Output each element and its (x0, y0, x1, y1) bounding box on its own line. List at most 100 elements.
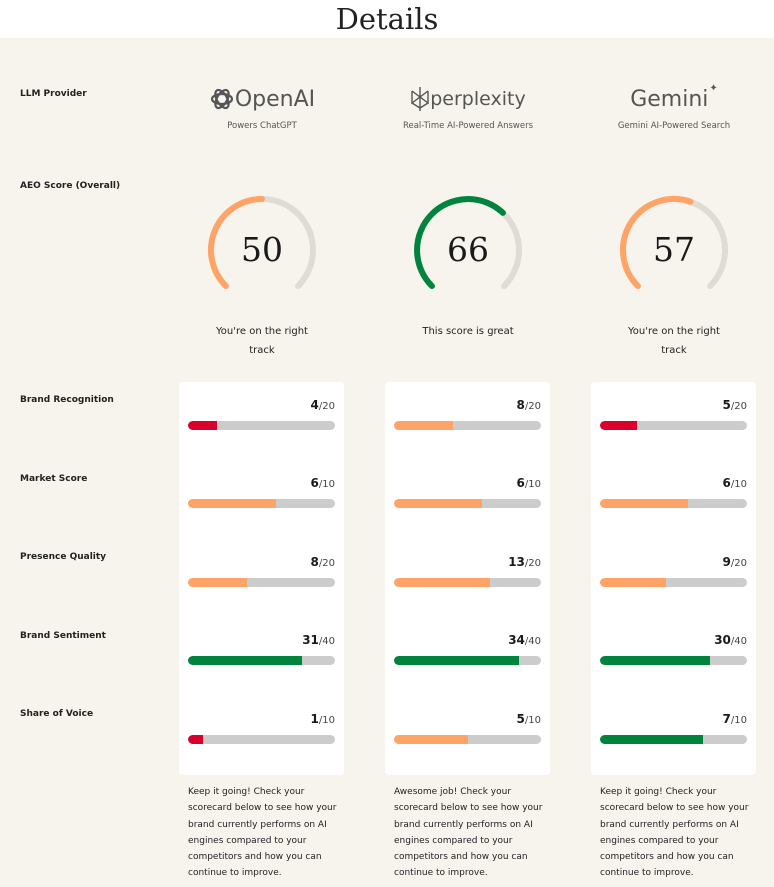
metric-value: 13 (508, 555, 525, 569)
metric-value: 5 (722, 398, 731, 412)
metric-market-score: 6/10 (188, 464, 335, 524)
openai-logo: OpenAI (179, 84, 345, 114)
label-presence-quality: Presence Quality (20, 552, 107, 562)
metric-max: /20 (730, 401, 747, 412)
progress-bar (394, 735, 541, 744)
progress-bar (600, 578, 747, 587)
progress-fill (600, 499, 689, 508)
progress-fill (394, 421, 453, 430)
metrics-card: 5/20 6/10 9/20 30/40 7/10 (591, 382, 756, 775)
progress-fill (188, 499, 277, 508)
metric-value: 31 (302, 633, 319, 647)
aeo-score-message: You're on the right track (216, 326, 308, 356)
metric-value: 9 (722, 555, 731, 569)
metric-value: 34 (508, 633, 525, 647)
metric-max: /10 (524, 715, 541, 726)
sparkle-icon: ✦ (709, 83, 718, 94)
metric-max: /20 (524, 401, 541, 412)
metric-market-score: 6/10 (600, 464, 747, 524)
progress-bar (394, 421, 541, 430)
logo-text: OpenAI (234, 86, 316, 112)
metric-max: /10 (318, 715, 335, 726)
progress-bar (394, 499, 541, 508)
label-aeo-score: AEO Score (Overall) (20, 181, 121, 191)
metric-presence-quality: 9/20 (600, 543, 747, 603)
metric-score: 9/20 (723, 555, 747, 569)
metric-share-of-voice: 5/10 (394, 700, 541, 760)
progress-bar (188, 656, 335, 665)
metric-max: /40 (730, 636, 747, 647)
perplexity-logo: perplexity (385, 84, 551, 114)
progress-fill (394, 578, 490, 587)
aeo-score-message: This score is great (422, 326, 514, 337)
label-brand-sentiment: Brand Sentiment (20, 631, 106, 641)
metric-value: 8 (310, 555, 319, 569)
metric-score: 31/40 (302, 633, 335, 647)
page-title: Details (335, 2, 439, 36)
metric-max: /10 (524, 479, 541, 490)
provider-description: Awesome job! Check your scorecard below … (394, 787, 543, 879)
metric-max: /40 (318, 636, 335, 647)
progress-bar (188, 578, 335, 587)
progress-fill (394, 656, 519, 665)
openai-knot-icon (210, 88, 233, 110)
metric-value: 7 (722, 712, 731, 726)
progress-fill (600, 578, 667, 587)
metric-score: 13/20 (508, 555, 541, 569)
metric-max: /40 (524, 636, 541, 647)
metric-value: 5 (516, 712, 525, 726)
progress-fill (394, 735, 468, 744)
metric-value: 1 (310, 712, 319, 726)
logo-text: perplexity (430, 88, 526, 110)
progress-fill (188, 578, 247, 587)
metrics-card: 4/20 6/10 8/20 31/40 1/10 (179, 382, 344, 775)
metric-presence-quality: 8/20 (188, 543, 335, 603)
label-brand-recognition: Brand Recognition (20, 395, 114, 405)
metric-brand-sentiment: 34/40 (394, 621, 541, 681)
progress-bar (394, 578, 541, 587)
metric-brand-sentiment: 31/40 (188, 621, 335, 681)
metric-max: /20 (318, 401, 335, 412)
metric-score: 5/10 (517, 712, 541, 726)
metric-brand-recognition: 8/20 (394, 386, 541, 446)
metric-brand-recognition: 4/20 (188, 386, 335, 446)
provider-subtitle: Gemini AI-Powered Search (617, 121, 731, 131)
metric-max: /10 (730, 479, 747, 490)
metric-max: /20 (318, 558, 335, 569)
metric-max: /10 (730, 715, 747, 726)
metrics-card: 8/20 6/10 13/20 34/40 5/10 (385, 382, 550, 775)
metric-max: /20 (524, 558, 541, 569)
gauge-fill (208, 196, 265, 290)
logo-text: Gemini (630, 86, 709, 112)
gauge-fill (414, 196, 506, 290)
metric-score: 6/10 (311, 476, 335, 490)
metric-score: 6/10 (517, 476, 541, 490)
provider-subtitle: Powers ChatGPT (227, 121, 297, 131)
aeo-score-gauge (414, 196, 522, 290)
metric-value: 30 (714, 633, 731, 647)
aeo-score-value: 66 (447, 230, 489, 269)
metric-score: 34/40 (508, 633, 541, 647)
gauge-fill (620, 196, 694, 290)
metric-share-of-voice: 1/10 (188, 700, 335, 760)
metric-value: 6 (516, 476, 525, 490)
label-llm-provider: LLM Provider (20, 89, 87, 99)
label-market-score: Market Score (20, 474, 88, 484)
metric-score: 30/40 (714, 633, 747, 647)
provider-subtitle: Real-Time AI-Powered Answers (402, 121, 534, 131)
progress-bar (600, 499, 747, 508)
header-band (0, 0, 774, 38)
aeo-score-gauge (620, 196, 728, 290)
metric-score: 7/10 (723, 712, 747, 726)
progress-fill (600, 656, 711, 665)
metric-value: 8 (516, 398, 525, 412)
progress-bar (188, 499, 335, 508)
metric-score: 6/10 (723, 476, 747, 490)
label-share-of-voice: Share of Voice (20, 709, 94, 719)
perplexity-mark-icon (411, 87, 429, 111)
metric-value: 6 (310, 476, 319, 490)
progress-fill (394, 499, 483, 508)
metric-max: /10 (318, 479, 335, 490)
progress-bar (600, 735, 747, 744)
metric-brand-recognition: 5/20 (600, 386, 747, 446)
